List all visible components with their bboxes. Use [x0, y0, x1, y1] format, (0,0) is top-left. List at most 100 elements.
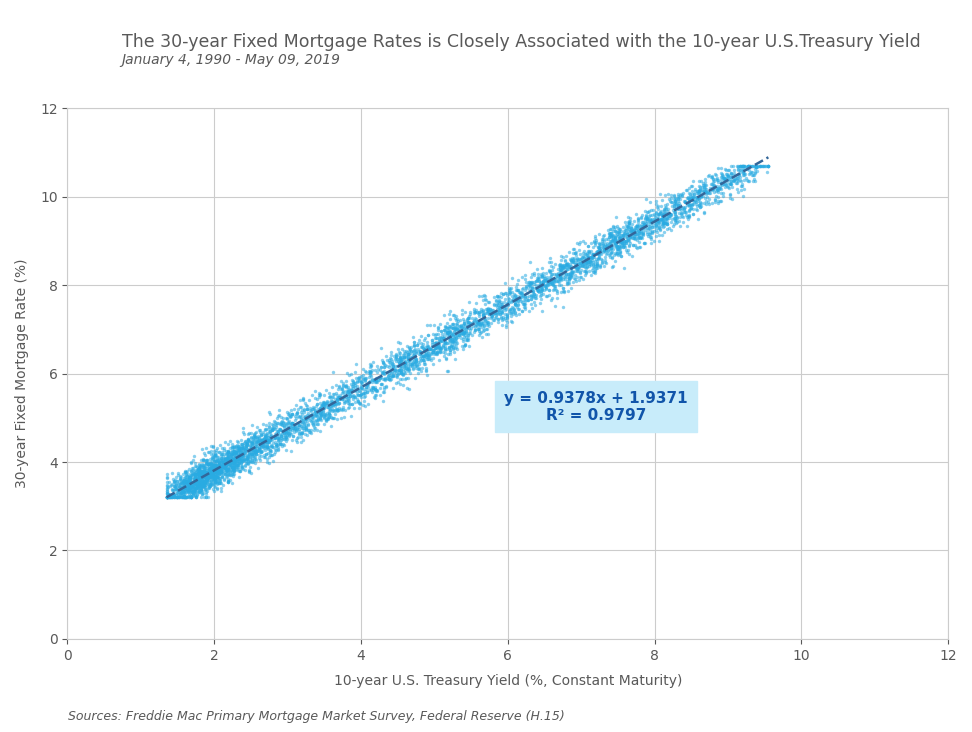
- Point: [427, 340, 442, 352]
- Point: [392, 364, 407, 376]
- Point: [310, 411, 326, 423]
- Point: [761, 160, 777, 172]
- Point: [213, 457, 228, 468]
- Point: [191, 470, 207, 482]
- Point: [467, 303, 482, 315]
- Point: [217, 452, 232, 464]
- Point: [185, 490, 200, 502]
- Point: [210, 463, 226, 475]
- Point: [627, 234, 642, 245]
- Point: [243, 433, 259, 444]
- Point: [486, 298, 502, 310]
- Point: [209, 469, 225, 481]
- Point: [240, 433, 256, 444]
- Point: [457, 326, 472, 337]
- Point: [515, 290, 531, 302]
- Point: [517, 295, 533, 307]
- Point: [226, 441, 242, 452]
- Point: [648, 195, 664, 207]
- Point: [366, 384, 382, 395]
- Point: [631, 225, 646, 236]
- Point: [264, 434, 280, 446]
- Point: [196, 468, 212, 479]
- Point: [244, 435, 260, 447]
- Point: [234, 441, 250, 453]
- Point: [317, 397, 332, 408]
- Point: [449, 323, 465, 335]
- Text: The 30-year Fixed Mortgage Rates is Closely Associated with the 10-year U.S.Trea: The 30-year Fixed Mortgage Rates is Clos…: [122, 33, 920, 51]
- Point: [188, 468, 203, 480]
- Point: [726, 165, 742, 176]
- Point: [390, 343, 405, 355]
- Point: [524, 285, 539, 297]
- Point: [439, 326, 455, 338]
- Point: [473, 317, 489, 329]
- Point: [425, 346, 440, 358]
- Point: [285, 430, 300, 442]
- Point: [419, 341, 434, 353]
- Point: [276, 416, 292, 427]
- Point: [285, 422, 300, 433]
- Point: [580, 256, 596, 268]
- Point: [508, 285, 524, 296]
- Point: [172, 478, 188, 490]
- Point: [434, 341, 450, 353]
- Point: [614, 236, 630, 248]
- Point: [606, 243, 621, 255]
- Point: [719, 177, 735, 189]
- Point: [499, 312, 514, 324]
- Point: [182, 492, 197, 504]
- Point: [617, 242, 633, 253]
- Point: [207, 476, 223, 488]
- Point: [538, 283, 554, 294]
- Point: [612, 242, 628, 253]
- Point: [448, 324, 464, 336]
- Point: [217, 460, 232, 472]
- Point: [745, 160, 760, 172]
- Point: [718, 173, 734, 184]
- Point: [237, 444, 253, 456]
- Point: [211, 460, 226, 472]
- Point: [225, 461, 240, 473]
- Point: [447, 324, 463, 335]
- Point: [242, 440, 258, 452]
- Point: [303, 406, 319, 417]
- Point: [294, 422, 309, 434]
- Point: [425, 340, 440, 351]
- Point: [172, 480, 188, 492]
- Point: [644, 215, 660, 227]
- Point: [640, 223, 655, 235]
- Point: [206, 460, 222, 472]
- Point: [523, 271, 538, 283]
- Point: [290, 410, 305, 422]
- Point: [238, 442, 254, 454]
- Point: [611, 239, 627, 251]
- Point: [559, 277, 574, 289]
- Point: [201, 458, 217, 469]
- Point: [227, 441, 243, 453]
- Point: [331, 393, 347, 405]
- Point: [221, 455, 236, 467]
- Point: [164, 492, 180, 504]
- Point: [472, 318, 488, 330]
- Point: [400, 362, 416, 374]
- Point: [697, 185, 712, 197]
- Point: [301, 424, 317, 436]
- Point: [195, 454, 211, 466]
- Point: [368, 373, 384, 384]
- Point: [612, 231, 628, 243]
- Point: [572, 274, 587, 285]
- Text: y = 0.9378x + 1.9371
R² = 0.9797: y = 0.9378x + 1.9371 R² = 0.9797: [504, 391, 688, 423]
- Point: [351, 386, 366, 397]
- Point: [212, 475, 227, 487]
- Point: [654, 209, 670, 220]
- Point: [193, 484, 209, 496]
- Point: [325, 399, 340, 411]
- Point: [193, 479, 209, 491]
- Point: [203, 471, 219, 482]
- Point: [691, 185, 707, 197]
- Point: [354, 370, 369, 382]
- Point: [538, 267, 553, 279]
- Point: [283, 411, 298, 423]
- Point: [642, 213, 658, 225]
